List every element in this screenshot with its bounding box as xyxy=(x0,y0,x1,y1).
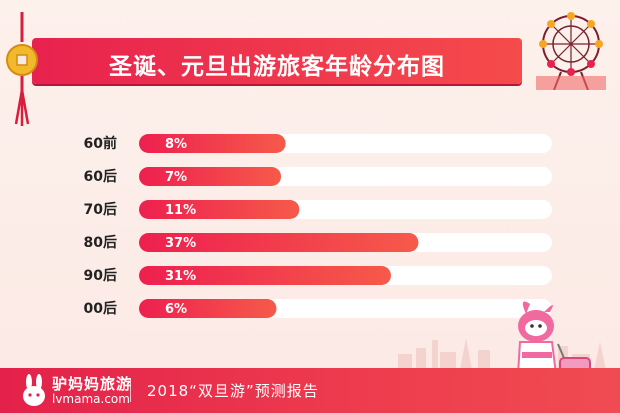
value-label: 7% xyxy=(165,170,187,185)
category-label: 90后 xyxy=(84,267,117,284)
report-title: 2018“双旦游”预测报告 xyxy=(147,382,319,400)
rabbit-logo-icon xyxy=(20,374,48,412)
title-banner: 圣诞、元旦出游旅客年龄分布图 xyxy=(32,38,522,84)
bar xyxy=(139,167,282,186)
category-label: 60后 xyxy=(84,168,117,185)
value-label: 31% xyxy=(165,269,196,284)
bar xyxy=(139,233,419,252)
category-label: 70后 xyxy=(84,201,117,218)
brand-name: 驴妈妈旅游 xyxy=(52,375,133,393)
footer-bar: 驴妈妈旅游 lvmama.com 2018“双旦游”预测报告 xyxy=(0,368,620,413)
brand-url: lvmama.com xyxy=(52,392,130,406)
value-label: 6% xyxy=(165,302,187,317)
bar xyxy=(139,200,300,219)
bar xyxy=(139,299,277,318)
chart-title: 圣诞、元旦出游旅客年龄分布图 xyxy=(109,54,445,80)
footer-divider xyxy=(130,378,131,402)
value-label: 11% xyxy=(165,203,196,218)
category-label: 00后 xyxy=(84,300,117,317)
bar xyxy=(139,134,286,153)
coin-pendant-icon xyxy=(4,12,40,132)
category-label: 60前 xyxy=(84,135,117,152)
bar xyxy=(139,266,391,285)
category-label: 80后 xyxy=(84,234,117,251)
value-label: 37% xyxy=(165,236,196,251)
ferris-wheel-icon xyxy=(536,10,606,94)
value-label: 8% xyxy=(165,137,187,152)
